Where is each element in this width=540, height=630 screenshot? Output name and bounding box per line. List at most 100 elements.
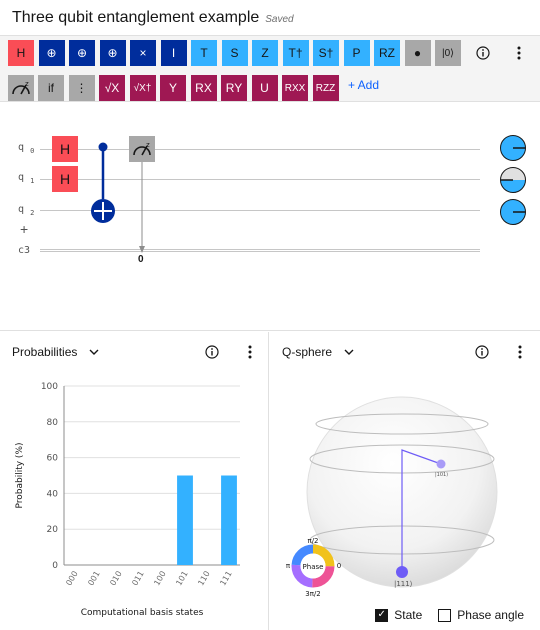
svg-text:z: z	[146, 141, 150, 149]
x-axis-title: Computational basis states	[81, 608, 204, 618]
x-tick-label: 011	[130, 570, 145, 588]
measure-icon: z	[133, 141, 151, 156]
circuit-h-gate-q0[interactable]: H	[52, 136, 78, 162]
measure-line	[139, 162, 145, 253]
state-point-111[interactable]	[396, 566, 408, 578]
gate-y[interactable]: Y	[160, 75, 186, 101]
chevron-down-icon[interactable]	[89, 347, 99, 358]
overflow-menu-icon[interactable]	[512, 344, 528, 360]
phase-right-label: 0	[337, 562, 341, 570]
qubit-label-0: q 0	[18, 142, 35, 155]
x-tick-label: 110	[196, 570, 211, 588]
gate-sx[interactable]: √X	[99, 75, 125, 101]
gate-sxdg[interactable]: √X†	[129, 75, 156, 101]
svg-text:z: z	[25, 80, 29, 88]
qsphere-options: ✓ State Phase angle	[375, 608, 524, 622]
info-icon[interactable]	[204, 344, 220, 360]
gate-cnot[interactable]: ⊕	[69, 40, 95, 66]
probabilities-header: Probabilities	[0, 332, 268, 372]
qsphere-title: Q-sphere	[282, 345, 333, 359]
circuit-canvas: q 0 q 1 q 2 + c3 H H z 0	[0, 103, 540, 331]
state-label-101: |101⟩	[435, 472, 448, 478]
gate-rzz[interactable]: RZZ	[312, 75, 339, 101]
measure-icon: z	[12, 80, 30, 95]
x-tick-label: 001	[86, 570, 101, 588]
qubit-state-indicators	[500, 135, 526, 225]
phase-label: Phase	[303, 563, 324, 571]
phase-left-label: π	[286, 562, 291, 570]
latitude-ring-top	[315, 413, 489, 435]
state-point-101[interactable]	[436, 459, 446, 469]
qubit-wire-2	[40, 210, 480, 211]
gate-s[interactable]: S	[221, 40, 248, 66]
gate-h[interactable]: H	[8, 40, 34, 66]
saved-status: Saved	[265, 13, 294, 25]
info-icon[interactable]	[474, 344, 490, 360]
circuit-h-gate-q1[interactable]: H	[52, 166, 78, 192]
gate-barrier-dot[interactable]: ●	[404, 40, 431, 66]
phase-bottom-label: 3π/2	[305, 590, 320, 598]
gate-if[interactable]: if	[38, 75, 64, 101]
gate-rxx[interactable]: RXX	[282, 75, 308, 101]
classical-wire	[40, 249, 480, 252]
gate-tdg[interactable]: T†	[282, 40, 309, 66]
gate-rz[interactable]: RZ	[374, 40, 400, 66]
chevron-down-icon[interactable]	[344, 347, 354, 358]
bar-101[interactable]	[177, 475, 193, 566]
gate-palette: H ⊕ ⊕ ⊕ × I T S Z T† S† P RZ ● |0⟩ z if ⋮ √X √X† Y RX RY U RXX…	[0, 36, 540, 102]
x-tick-label: 010	[108, 570, 123, 588]
y-tick-label: 100	[41, 382, 58, 392]
qsphere-visual: |101⟩ |111⟩ Phase π/2 π 0 3π/2	[286, 396, 498, 598]
gate-z[interactable]: Z	[252, 40, 278, 66]
circuit-measure-gate[interactable]: z	[129, 136, 155, 162]
gate-t[interactable]: T	[191, 40, 217, 66]
x-tick-label: 000	[64, 570, 79, 588]
gate-u[interactable]: U	[251, 75, 278, 101]
qubit-label-2: q 2	[18, 204, 35, 217]
overflow-menu-icon[interactable]	[506, 40, 532, 66]
phase-angle-checkbox[interactable]	[438, 608, 452, 622]
gate-reset[interactable]: |0⟩	[435, 40, 461, 66]
circuit-title[interactable]: Three qubit entanglement example	[12, 8, 260, 26]
probabilities-title: Probabilities	[12, 345, 78, 359]
state-vector-lines	[401, 449, 442, 572]
qubit-wire-1	[40, 179, 480, 180]
title-bar: Three qubit entanglement example Saved	[0, 0, 540, 36]
y-tick-label: 80	[47, 418, 59, 428]
gate-rx[interactable]: RX	[190, 75, 217, 101]
add-qubit-button[interactable]: +	[20, 221, 29, 237]
state-checkbox-label: State	[394, 608, 423, 622]
x-tick-label: 101	[174, 570, 189, 588]
gate-toffoli[interactable]: ⊕	[99, 40, 126, 66]
y-tick-label: 0	[52, 561, 58, 571]
cnot-gate[interactable]	[86, 139, 120, 225]
probabilities-chart: 0 20 40 60 80 100 000 001 010 011 100 101 110 111 Comp…	[15, 382, 240, 618]
phase-top-label: π/2	[307, 537, 318, 545]
state-label-111: |111⟩	[394, 580, 413, 588]
add-gate-button[interactable]: + Add	[348, 78, 380, 92]
qubit-label-1: q 1	[18, 172, 35, 185]
gate-i[interactable]: I	[160, 40, 187, 66]
gate-sdg[interactable]: S†	[313, 40, 339, 66]
gate-p[interactable]: P	[343, 40, 370, 66]
measure-bit-index: 0	[138, 254, 144, 265]
state-checkbox[interactable]: ✓	[375, 608, 389, 622]
gate-ry[interactable]: RY	[221, 75, 247, 101]
info-icon[interactable]	[470, 40, 496, 66]
y-axis-title: Probability (%)	[15, 442, 25, 508]
gate-barrier[interactable]: ⋮	[68, 75, 95, 101]
x-tick-label: 111	[218, 570, 233, 588]
classical-register-label: c3	[18, 245, 31, 256]
phase-wheel: Phase π/2 π 0 3π/2	[286, 537, 341, 598]
qsphere-panel: Q-sphere |101⟩	[270, 332, 540, 630]
overflow-menu-icon[interactable]	[242, 344, 258, 360]
phase-angle-checkbox-label: Phase angle	[457, 608, 524, 622]
bar-111[interactable]	[221, 475, 237, 566]
y-tick-label: 60	[47, 454, 59, 464]
gate-measure[interactable]: z	[8, 75, 34, 101]
x-tick-label: 100	[152, 570, 167, 588]
qsphere-header: Q-sphere	[270, 332, 540, 372]
gate-not[interactable]: ⊕	[38, 40, 65, 66]
gate-swap[interactable]: ×	[130, 40, 156, 66]
